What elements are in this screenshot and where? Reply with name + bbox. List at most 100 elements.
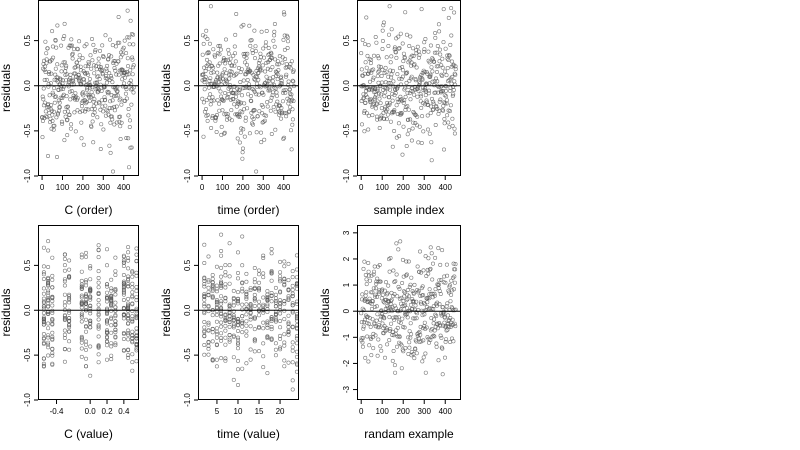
- data-point: [74, 60, 79, 65]
- data-point: [430, 108, 435, 113]
- data-point: [69, 43, 74, 48]
- data-point: [273, 311, 278, 316]
- data-point: [258, 130, 263, 135]
- data-point: [248, 286, 253, 291]
- data-point: [248, 357, 253, 362]
- data-point: [232, 84, 237, 89]
- data-point: [385, 291, 390, 296]
- data-point: [201, 100, 206, 105]
- data-point: [214, 130, 219, 135]
- data-point: [378, 92, 383, 97]
- data-point: [436, 282, 441, 287]
- data-point: [41, 103, 46, 108]
- data-point: [220, 98, 225, 103]
- data-point: [447, 283, 452, 288]
- data-point: [88, 287, 93, 292]
- data-point: [50, 90, 55, 95]
- data-point: [206, 279, 211, 284]
- data-point: [371, 67, 376, 72]
- data-point: [448, 299, 453, 304]
- y-axis-title: residuals: [0, 64, 13, 112]
- data-point: [88, 303, 93, 308]
- data-point: [401, 100, 406, 105]
- data-point: [253, 49, 258, 54]
- data-point: [208, 4, 213, 9]
- data-point: [401, 289, 406, 294]
- data-point: [214, 326, 219, 331]
- data-point: [43, 39, 48, 44]
- data-point: [234, 94, 239, 99]
- data-point: [261, 92, 266, 97]
- data-point: [432, 334, 437, 339]
- data-point: [223, 61, 228, 66]
- data-point: [405, 90, 410, 95]
- data-point: [214, 312, 219, 317]
- data-point: [231, 355, 236, 360]
- data-point: [237, 115, 242, 120]
- y-tick-label: 1: [342, 282, 351, 287]
- data-point: [409, 275, 414, 280]
- data-point: [236, 319, 241, 324]
- data-point: [364, 111, 369, 116]
- data-point: [384, 55, 389, 60]
- data-point: [407, 340, 412, 345]
- data-point: [359, 51, 364, 56]
- data-point: [46, 290, 51, 295]
- data-points: [41, 239, 139, 378]
- data-point: [368, 324, 373, 329]
- data-point: [434, 50, 439, 55]
- data-point: [395, 334, 400, 339]
- data-point: [393, 50, 398, 55]
- data-point: [81, 93, 86, 98]
- data-point: [89, 124, 94, 129]
- data-point: [130, 301, 135, 306]
- data-point: [290, 360, 295, 365]
- data-point: [70, 82, 75, 87]
- data-point: [431, 333, 436, 338]
- data-point: [375, 74, 380, 79]
- data-point: [202, 65, 207, 70]
- data-point: [115, 89, 120, 94]
- data-point: [273, 296, 278, 301]
- data-point: [387, 269, 392, 274]
- data-point: [84, 292, 89, 297]
- data-point: [379, 106, 384, 111]
- data-point: [67, 318, 72, 323]
- data-point: [231, 317, 236, 322]
- data-point: [265, 100, 270, 105]
- data-point: [290, 269, 295, 274]
- data-point: [202, 292, 207, 297]
- data-point: [248, 303, 253, 308]
- data-point: [374, 294, 379, 299]
- data-point: [367, 343, 372, 348]
- data-point: [445, 273, 450, 278]
- x-tick-label: 300: [257, 183, 271, 192]
- data-point: [261, 304, 266, 309]
- data-point: [41, 340, 46, 345]
- data-point: [67, 267, 72, 272]
- data-point: [214, 283, 219, 288]
- data-point: [256, 272, 261, 277]
- data-point: [236, 270, 241, 275]
- data-point: [67, 296, 72, 301]
- data-point: [412, 87, 417, 92]
- data-point: [405, 104, 410, 109]
- data-point: [426, 271, 431, 276]
- data-point: [250, 48, 255, 53]
- data-point: [223, 323, 228, 328]
- data-point: [406, 117, 411, 122]
- data-point: [234, 12, 239, 17]
- data-point: [103, 97, 108, 102]
- data-point: [416, 55, 421, 60]
- x-tick-label: 300: [418, 183, 432, 192]
- data-point: [432, 50, 437, 55]
- data-point: [49, 126, 54, 131]
- data-point: [286, 297, 291, 302]
- data-point: [202, 328, 207, 333]
- data-point: [79, 120, 84, 125]
- data-point: [393, 370, 398, 375]
- data-point: [388, 301, 393, 306]
- data-point: [411, 53, 416, 58]
- data-point: [96, 290, 101, 295]
- data-point: [418, 92, 423, 97]
